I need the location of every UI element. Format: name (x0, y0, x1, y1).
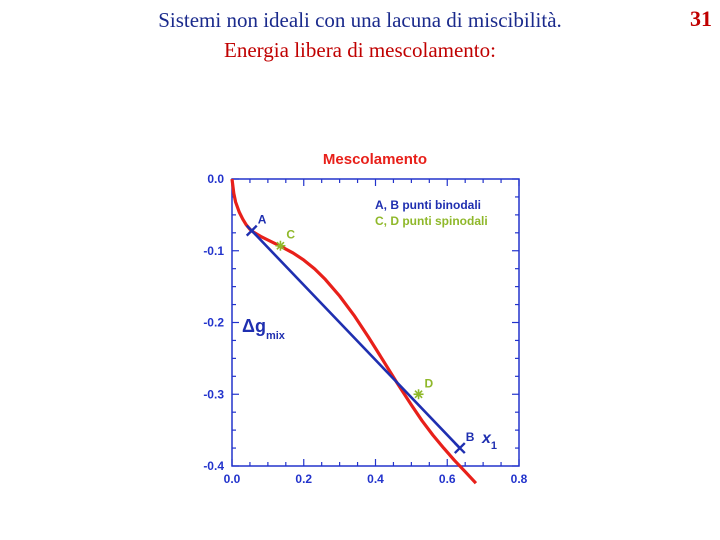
x-tick-label: 0.2 (295, 472, 312, 486)
slide-subtitle: Energia libera di mescolamento: (224, 38, 496, 62)
y-tick-label: -0.4 (203, 459, 224, 473)
point-c-marker (276, 241, 285, 250)
point-b-label: B (466, 430, 475, 444)
point-c-label: C (286, 228, 295, 242)
legend-binodal: A, B punti binodali (375, 198, 481, 212)
point-a-label: A (258, 213, 267, 227)
point-b-marker (453, 442, 466, 454)
point-a-marker (245, 224, 258, 237)
x-tick-label: 0.0 (224, 472, 241, 486)
x-tick-label: 0.8 (511, 472, 528, 486)
common-tangent-line (250, 229, 461, 449)
y-axis-label: Δgmix (242, 316, 286, 342)
y-tick-label: -0.3 (203, 387, 224, 401)
y-tick-label: -0.2 (203, 316, 224, 330)
y-axis: 0.0 -0.1 -0.2 -0.3 -0.4 (203, 172, 519, 473)
x-axis: 0.0 0.2 0.4 0.6 0.8 (224, 179, 528, 486)
free-energy-curve (230, 178, 478, 485)
x-axis-label: x1 (481, 430, 497, 452)
y-tick-label: 0.0 (207, 172, 224, 186)
y-tick-label: -0.1 (203, 244, 224, 258)
x-tick-label: 0.6 (439, 472, 456, 486)
point-d-marker (414, 390, 423, 399)
slide-title: Sistemi non ideali con una lacuna di mis… (158, 8, 562, 32)
plot-area: A B C D (230, 178, 478, 485)
point-d-label: D (425, 376, 434, 390)
chart-title: Mescolamento (323, 151, 427, 168)
x-tick-label: 0.4 (367, 472, 384, 486)
legend-spinodal: C, D punti spinodali (375, 214, 488, 228)
page-number: 31 (690, 6, 712, 31)
